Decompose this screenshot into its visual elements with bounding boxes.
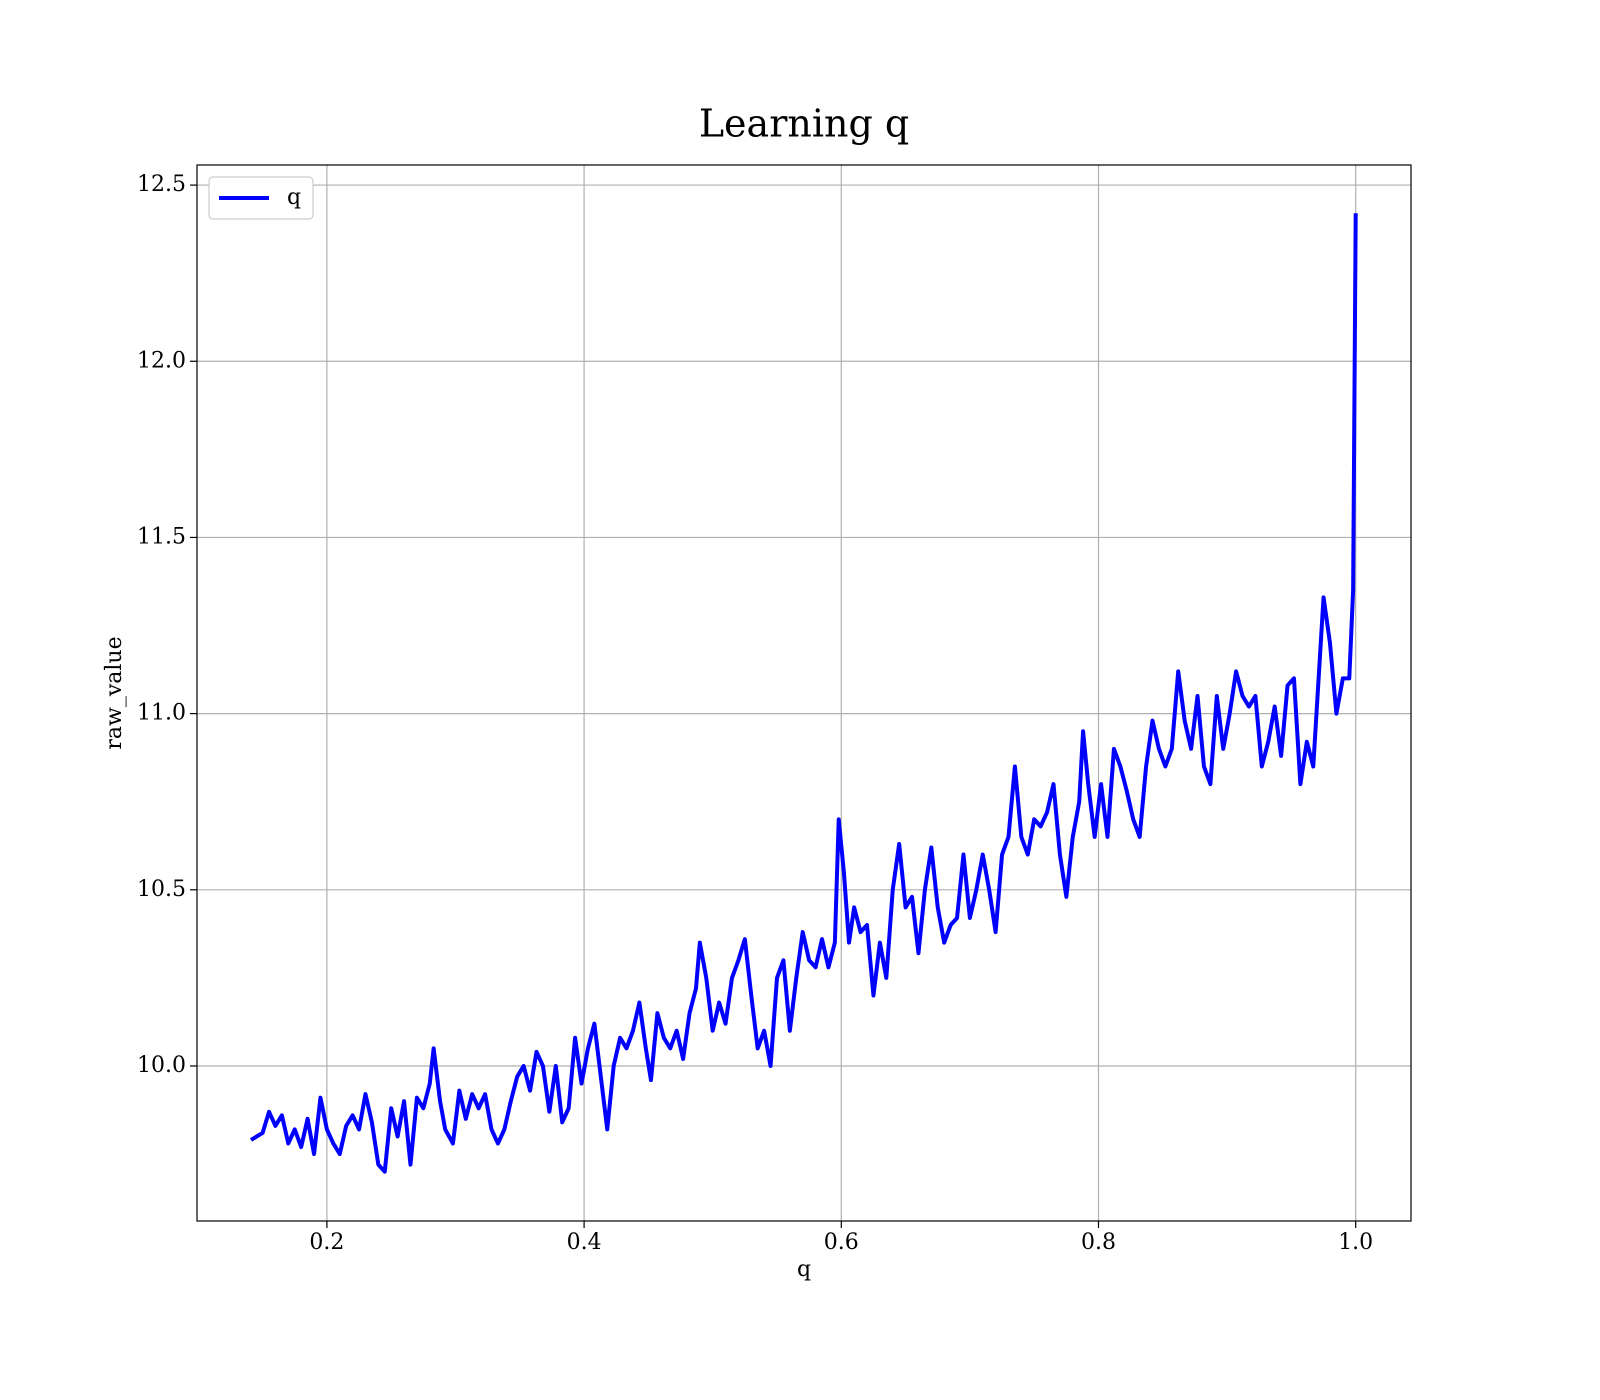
data-line [249,213,1358,1174]
y-tick-label: 12.0 [137,348,186,373]
y-tick-label: 10.5 [137,877,186,902]
y-tick-label: 12.5 [137,172,186,197]
chart-title: Learning q [699,102,909,146]
x-axis-label: q [797,1257,811,1282]
x-tick-label: 0.4 [567,1230,602,1255]
plot-frame [196,164,1412,1222]
y-tick-label: 10.0 [137,1053,186,1078]
x-tick-label: 0.2 [309,1230,344,1255]
y-axis-label: raw_value [102,636,127,749]
x-tick-label: 0.6 [824,1230,859,1255]
legend-label: q [287,185,301,210]
y-tick-label: 11.0 [137,701,186,726]
y-tick-label: 11.5 [137,524,186,549]
x-tick-label: 1.0 [1338,1230,1373,1255]
x-tick-label: 0.8 [1081,1230,1116,1255]
